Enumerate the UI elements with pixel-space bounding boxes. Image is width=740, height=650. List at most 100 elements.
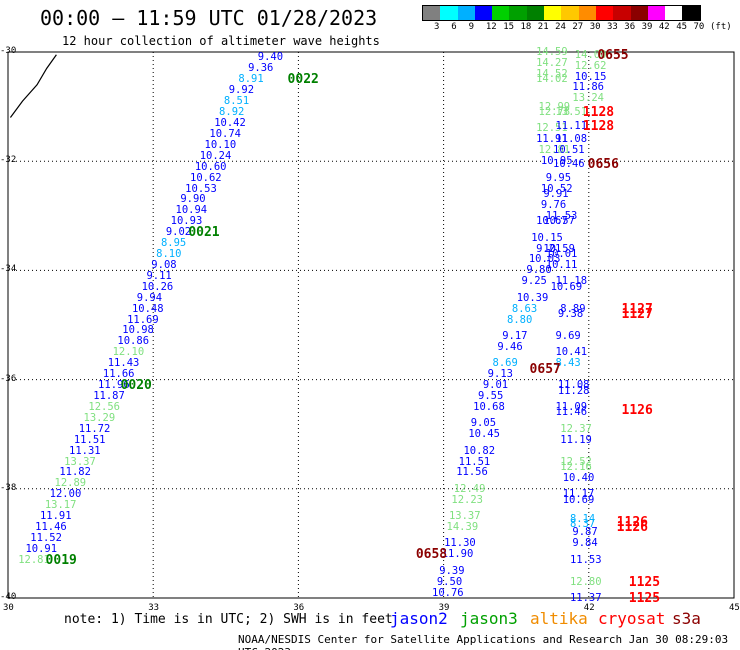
wave-height-value: 10.24 (199, 149, 232, 162)
wave-height-value: 9.40 (257, 51, 284, 64)
wave-height-value: 11.96 (98, 379, 130, 392)
pass-time-label: 1127 (621, 301, 653, 317)
pass-time-label: 0021 (188, 225, 220, 241)
wave-height-value: 10.67 (536, 215, 568, 228)
y-tick-label: -38 (0, 482, 17, 493)
color-scale-label: 45 (676, 22, 688, 32)
wave-height-value: 8.51 (223, 95, 250, 108)
wave-height-value: 11.46 (555, 406, 588, 419)
color-scale-unit: (ft) (710, 22, 732, 32)
wave-height-value: 9.80 (526, 264, 552, 277)
wave-height-value: 10.95 (540, 155, 573, 168)
wave-height-value: 10.69 (550, 280, 583, 293)
pass-time-label: 0658 (415, 547, 448, 563)
pass-time-label: 1127 (621, 307, 653, 323)
wave-height-value: 11.51 (458, 455, 491, 468)
wave-height-value: 8.37 (569, 518, 596, 531)
wave-height-value: 9.02 (165, 226, 192, 239)
wave-height-value: 10.82 (463, 444, 496, 457)
wave-height-value: 10.93 (170, 215, 203, 228)
wave-height-value: 13.51 (555, 106, 588, 119)
wave-height-value: 12.81 (538, 144, 571, 157)
wave-height-value: 9.91 (543, 187, 569, 200)
wave-height-value: 12.78 (538, 106, 571, 119)
wave-height-value: 12.00 (49, 488, 82, 501)
color-scale-label: 24 (555, 22, 566, 32)
pass-time-label: 1128 (582, 105, 615, 121)
x-tick-label: 39 (438, 603, 450, 613)
map-subtitle: 12 hour collection of altimeter wave hei… (62, 34, 380, 48)
wave-height-value: 11.31 (69, 444, 101, 457)
y-tick-label: -36 (0, 373, 17, 384)
wave-height-value: 10.53 (185, 182, 217, 195)
wave-height-value: 12.56 (88, 400, 120, 413)
wave-height-value: 12.23 (451, 493, 483, 506)
wave-height-value: 10.48 (131, 302, 164, 315)
wave-height-value: 10.60 (194, 160, 227, 173)
wave-height-value: 11.82 (59, 466, 91, 479)
x-tick-label: 33 (148, 603, 160, 613)
color-scale-swatch (647, 6, 666, 20)
pass-time-label: 1128 (582, 118, 615, 134)
wave-height-value: 9.94 (136, 291, 163, 304)
color-scale-swatch (595, 6, 614, 20)
wave-height-value: 10.39 (516, 291, 549, 304)
wave-height-value: 9.36 (248, 62, 274, 75)
color-scale-swatch (682, 6, 700, 20)
legend-s3a: s3a (672, 609, 701, 628)
wave-height-value: 8.69 (492, 357, 518, 370)
wave-height-value: 10.42 (214, 116, 246, 129)
color-scale-label: 42 (658, 22, 670, 32)
wave-height-value: 9.84 (572, 537, 598, 550)
x-tick-label: 42 (583, 603, 595, 613)
color-scale-swatch (509, 6, 527, 20)
color-scale-label: 30 (589, 22, 601, 32)
wave-height-value: 11.72 (78, 422, 111, 435)
map-title: 00:00 – 11:59 UTC 01/28/2023 (40, 6, 378, 30)
color-scale-swatch (665, 6, 683, 20)
wave-height-value: 10.41 (555, 346, 588, 359)
color-scale-label: 9 (468, 22, 475, 32)
wave-height-value: 11.43 (107, 357, 140, 370)
wave-height-value: 11.28 (557, 384, 590, 397)
wave-height-value: 11.08 (555, 133, 588, 146)
wave-height-value: 10.52 (540, 182, 573, 195)
wave-height-value: 9.25 (521, 275, 547, 288)
wave-height-value: 12.16 (560, 460, 592, 473)
wave-height-value: 8.91 (238, 73, 264, 86)
wave-height-value: 12.37 (560, 422, 592, 435)
wave-height-value: 14.02 (536, 73, 568, 86)
wave-height-value: 11.91 (39, 510, 72, 523)
pass-time-label: 0655 (597, 47, 629, 63)
wave-height-value: 10.57 (543, 215, 575, 228)
color-scale-swatch (526, 6, 545, 20)
x-tick-label: 36 (293, 603, 305, 613)
wave-height-value: 9.76 (540, 198, 567, 211)
color-scale-swatch (561, 6, 579, 20)
wave-height-value: 12.62 (574, 59, 607, 72)
wave-height-value: 10.11 (545, 258, 578, 271)
wave-height-value: 9.55 (478, 389, 504, 402)
color-scale-label: 36 (624, 22, 636, 32)
pass-time-label: 1125 (628, 574, 661, 590)
pass-time-label: 0022 (287, 72, 319, 88)
pass-time-label: 0657 (529, 361, 561, 377)
wave-height-value: 14.00 (574, 48, 607, 61)
wave-height-value: 12.99 (538, 100, 571, 113)
pass-time-label: 1126 (616, 514, 648, 530)
wave-height-value: 11.87 (93, 389, 125, 402)
wave-height-value: 10.10 (204, 138, 237, 151)
wave-height-value: 9.39 (439, 564, 465, 577)
wave-height-value: 10.62 (190, 171, 222, 184)
wave-height-value: 9.90 (180, 193, 206, 206)
wave-height-value: 10.46 (553, 157, 585, 170)
wave-height-value: 8.95 (160, 237, 187, 250)
note-text: note: 1) Time is in UTC; 2) SWH is in fe… (64, 612, 393, 627)
wave-height-value: 11.69 (127, 313, 159, 326)
color-scale-swatch (440, 6, 458, 20)
wave-height-value: 9.08 (151, 258, 177, 271)
wave-height-value: 13.37 (448, 510, 481, 523)
color-scale-swatch (457, 6, 475, 20)
